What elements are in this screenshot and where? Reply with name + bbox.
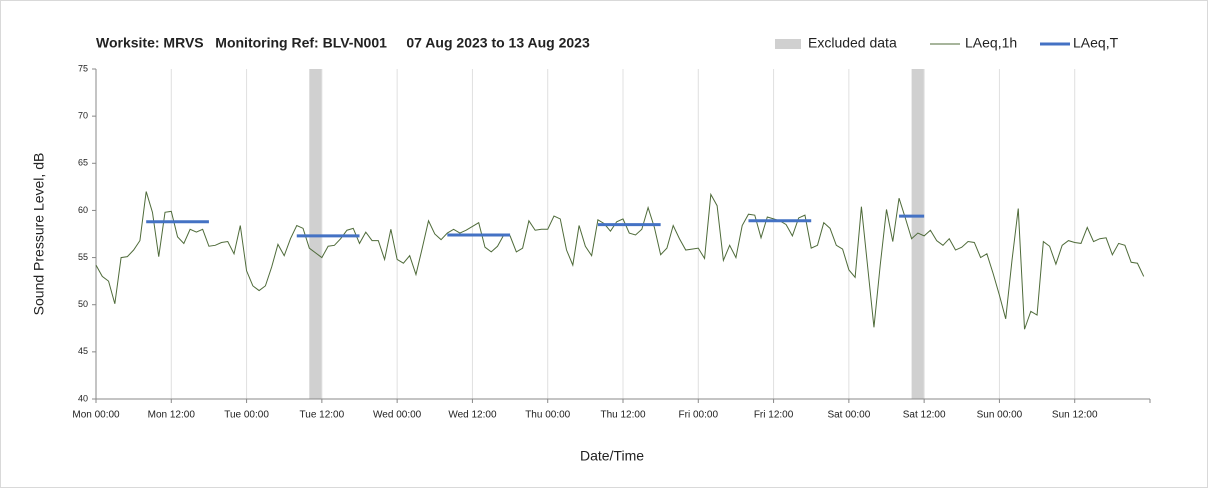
y-tick-label: 65	[78, 158, 88, 168]
y-tick-label: 50	[78, 299, 88, 309]
legend-swatch	[775, 39, 801, 49]
x-tick-label: Sat 00:00	[827, 410, 870, 421]
x-tick-label: Tue 12:00	[300, 410, 345, 421]
x-tick-label: Thu 12:00	[600, 410, 645, 421]
excluded-band	[309, 69, 322, 399]
x-axis-label: Date/Time	[580, 448, 644, 464]
y-tick-label: 60	[78, 205, 88, 215]
y-tick-label: 55	[78, 252, 88, 262]
y-tick-label: 70	[78, 111, 88, 121]
x-tick-label: Fri 00:00	[679, 410, 719, 421]
chart-title: Worksite: MRVS Monitoring Ref: BLV-N001 …	[96, 35, 590, 51]
x-tick-label: Wed 00:00	[373, 410, 422, 421]
x-tick-label: Sat 12:00	[903, 410, 946, 421]
y-tick-label: 40	[78, 393, 88, 403]
excluded-band	[911, 69, 925, 399]
data-line	[95, 191, 1145, 330]
x-tick-label: Sun 00:00	[977, 410, 1023, 421]
legend-label: LAeq,1h	[965, 35, 1017, 51]
y-axis-label: Sound Pressure Level, dB	[31, 153, 47, 316]
x-tick-label: Mon 00:00	[72, 410, 120, 421]
x-tick-label: Mon 12:00	[148, 410, 196, 421]
y-tick-label: 45	[78, 346, 88, 356]
x-tick-label: Fri 12:00	[754, 410, 794, 421]
x-tick-label: Wed 12:00	[448, 410, 497, 421]
x-tick-label: Thu 00:00	[525, 410, 570, 421]
y-tick-label: 75	[78, 63, 88, 73]
legend-label: LAeq,T	[1073, 35, 1119, 51]
legend-label: Excluded data	[808, 35, 897, 51]
x-tick-label: Sun 12:00	[1052, 410, 1098, 421]
x-tick-label: Tue 00:00	[224, 410, 269, 421]
